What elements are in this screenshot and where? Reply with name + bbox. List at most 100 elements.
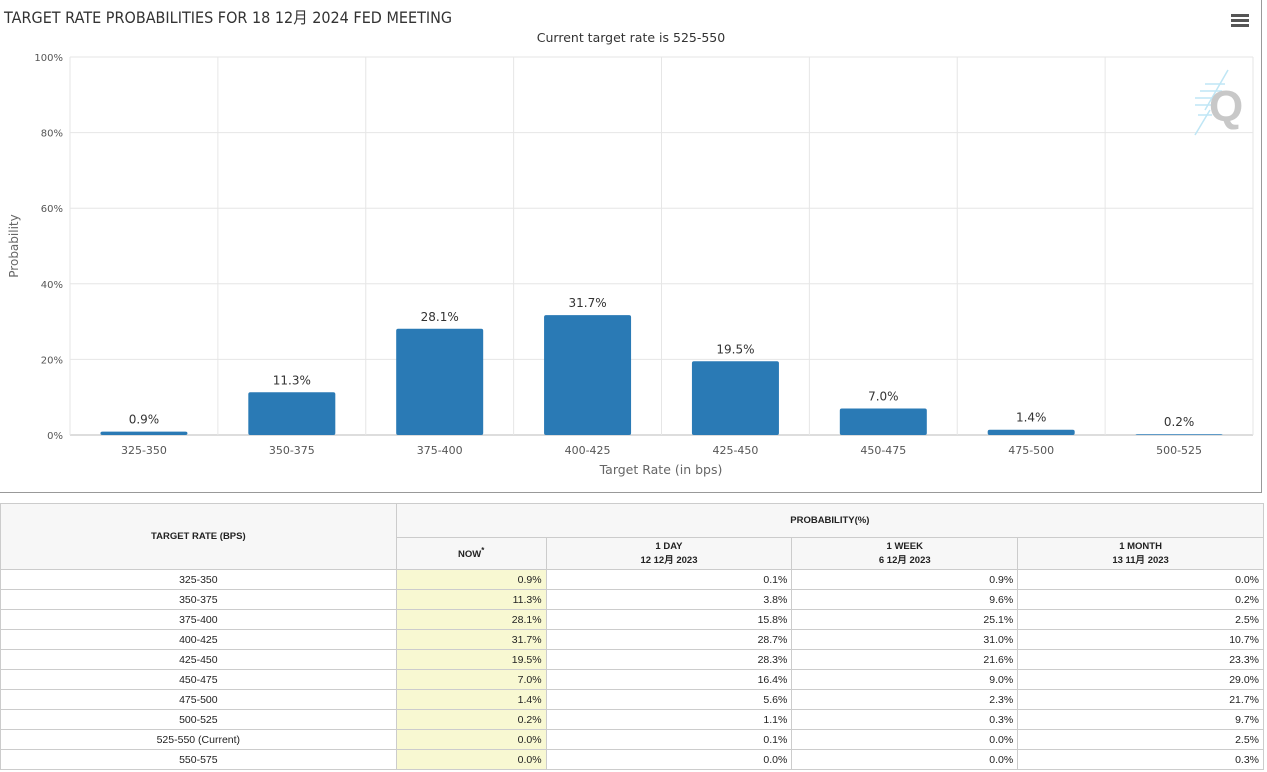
- data-label: 0.9%: [129, 413, 160, 427]
- probability-cell: 9.6%: [791, 589, 1019, 610]
- probability-cell: 25.1%: [791, 609, 1019, 630]
- bar-450-475[interactable]: [839, 408, 927, 435]
- chart-container: TARGET RATE PROBABILITIES FOR 18 12月 202…: [0, 0, 1262, 493]
- probability-cell: 10.7%: [1017, 629, 1264, 650]
- y-tick-label: 0%: [47, 431, 63, 442]
- data-label: 28.1%: [421, 310, 459, 324]
- table-row: 475-500 1.4% 5.6% 2.3% 21.7%: [0, 689, 1264, 710]
- rate-cell: 350-375: [0, 589, 397, 610]
- data-label: 31.7%: [569, 296, 607, 310]
- probability-cell: 0.3%: [1017, 749, 1264, 770]
- header-probability: PROBABILITY(%): [395, 503, 1265, 538]
- y-tick-label: 100%: [34, 53, 63, 64]
- rate-cell: 400-425: [0, 629, 397, 650]
- bar-chart: 0% 20% 40% 60% 80% 100% Q 0.9% 325-350 11.3% 350…: [7, 53, 1254, 477]
- data-label: 1.4%: [1016, 411, 1047, 425]
- probability-cell: 21.7%: [1017, 689, 1264, 710]
- probability-cell: 0.2%: [1017, 589, 1264, 610]
- probability-cell: 0.0%: [791, 749, 1019, 770]
- probability-cell: 0.2%: [395, 709, 547, 730]
- col-footnote-mark: *: [481, 546, 485, 556]
- probability-cell: 0.0%: [545, 749, 793, 770]
- x-tick-label: 325-350: [121, 444, 167, 457]
- col-label: 1 MONTH: [1119, 541, 1162, 552]
- probability-cell: 2.3%: [791, 689, 1019, 710]
- probability-cell: 28.7%: [545, 629, 793, 650]
- probability-cell: 0.9%: [395, 569, 547, 590]
- probability-cell: 2.5%: [1017, 609, 1264, 630]
- bar-425-450[interactable]: [691, 361, 779, 435]
- rate-cell: 425-450: [0, 649, 397, 670]
- watermark-logo: Q: [1194, 69, 1243, 136]
- probability-table: TARGET RATE (BPS) PROBABILITY(%) NOW* 1 D…: [0, 503, 1265, 770]
- col-label: NOW: [457, 549, 482, 561]
- probability-cell: 1.4%: [395, 689, 547, 710]
- x-tick-label: 475-500: [1008, 444, 1054, 457]
- y-tick-label: 60%: [41, 204, 63, 215]
- probability-cell: 28.1%: [395, 609, 547, 630]
- header-target-rate: TARGET RATE (BPS): [0, 503, 397, 570]
- probability-cell: 3.8%: [545, 589, 793, 610]
- probability-cell: 1.1%: [545, 709, 793, 730]
- table-row: 325-350 0.9% 0.1% 0.9% 0.0%: [0, 569, 1264, 590]
- x-axis-label: Target Rate (in bps): [599, 462, 723, 477]
- col-label: 1 DAY: [655, 541, 683, 552]
- probability-cell: 29.0%: [1017, 669, 1264, 690]
- probability-cell: 16.4%: [545, 669, 793, 690]
- rate-cell: 325-350: [0, 569, 397, 590]
- data-label: 7.0%: [868, 390, 899, 404]
- probability-cell: 11.3%: [395, 589, 547, 610]
- probability-cell: 0.0%: [1017, 569, 1264, 590]
- hamburger-menu-icon[interactable]: [1231, 14, 1249, 29]
- header-col-1: 1 DAY 12 12月 2023: [545, 537, 793, 570]
- table-row: 525-550 (Current) 0.0% 0.1% 0.0% 2.5%: [0, 729, 1264, 750]
- rate-cell: 450-475: [0, 669, 397, 690]
- probability-cell: 19.5%: [395, 649, 547, 670]
- table-row: 550-575 0.0% 0.0% 0.0% 0.3%: [0, 749, 1264, 770]
- header-col-0: NOW*: [395, 537, 547, 570]
- col-date: 13 11月 2023: [1112, 555, 1169, 566]
- table-row: 500-525 0.2% 1.1% 0.3% 9.7%: [0, 709, 1264, 730]
- probability-cell: 0.0%: [395, 729, 547, 750]
- chart-title: TARGET RATE PROBABILITIES FOR 18 12月 202…: [4, 8, 453, 27]
- probability-cell: 15.8%: [545, 609, 793, 630]
- probability-cell: 0.1%: [545, 569, 793, 590]
- bar-375-400[interactable]: [396, 328, 484, 435]
- bar-350-375[interactable]: [248, 392, 336, 435]
- probability-cell: 7.0%: [395, 669, 547, 690]
- bar-400-425[interactable]: [544, 315, 632, 435]
- probability-cell: 0.1%: [545, 729, 793, 750]
- rate-cell: 500-525: [0, 709, 397, 730]
- probability-cell: 9.7%: [1017, 709, 1264, 730]
- x-tick-label: 400-425: [565, 444, 611, 457]
- probability-cell: 31.0%: [791, 629, 1019, 650]
- data-label: 19.5%: [716, 342, 754, 356]
- bar-325-350[interactable]: [100, 431, 188, 435]
- bar-475-500[interactable]: [987, 429, 1075, 435]
- svg-text:Q: Q: [1209, 82, 1243, 131]
- probability-cell: 31.7%: [395, 629, 547, 650]
- probability-cell: 23.3%: [1017, 649, 1264, 670]
- probability-cell: 5.6%: [545, 689, 793, 710]
- y-tick-label: 20%: [41, 355, 63, 366]
- probability-cell: 28.3%: [545, 649, 793, 670]
- probability-cell: 0.0%: [395, 749, 547, 770]
- probability-cell: 0.9%: [791, 569, 1019, 590]
- header-col-2: 1 WEEK 6 12月 2023: [791, 537, 1019, 570]
- x-tick-label: 350-375: [269, 444, 315, 457]
- probability-cell: 0.3%: [791, 709, 1019, 730]
- table-row: 375-400 28.1% 15.8% 25.1% 2.5%: [0, 609, 1264, 630]
- bar-500-525[interactable]: [1135, 434, 1223, 435]
- col-label: 1 WEEK: [886, 541, 923, 552]
- y-tick-label: 40%: [41, 280, 63, 291]
- header-col-3: 1 MONTH 13 11月 2023: [1017, 537, 1264, 570]
- table-row: 350-375 11.3% 3.8% 9.6% 0.2%: [0, 589, 1264, 610]
- probability-cell: 2.5%: [1017, 729, 1264, 750]
- data-label: 11.3%: [273, 373, 311, 387]
- x-tick-label: 450-475: [860, 444, 906, 457]
- table-row: 425-450 19.5% 28.3% 21.6% 23.3%: [0, 649, 1264, 670]
- rate-cell: 550-575: [0, 749, 397, 770]
- probability-cell: 0.0%: [791, 729, 1019, 750]
- chart-subtitle: Current target rate is 525-550: [536, 30, 726, 45]
- probability-cell: 21.6%: [791, 649, 1019, 670]
